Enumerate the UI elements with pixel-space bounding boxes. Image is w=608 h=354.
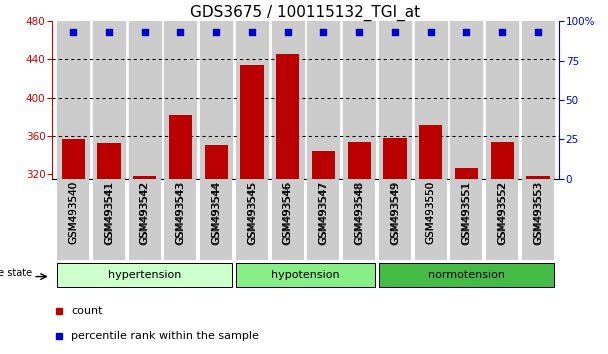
Text: GSM493540: GSM493540 (68, 181, 78, 244)
Bar (486, 21, 518, 179)
Text: count: count (71, 306, 103, 316)
Point (104, 29, 114, 35)
Bar (527, 176, 550, 179)
Bar (164, 179, 196, 260)
Text: GSM493553: GSM493553 (533, 181, 543, 244)
Text: GSM493541: GSM493541 (104, 181, 114, 245)
Bar (272, 21, 304, 179)
Text: GSM493545: GSM493545 (247, 181, 257, 244)
Text: GSM493552: GSM493552 (497, 181, 507, 244)
Bar (93, 21, 125, 179)
Bar (272, 179, 304, 260)
Text: GSM493543: GSM493543 (175, 181, 185, 244)
Text: GSM493547: GSM493547 (319, 181, 328, 245)
Bar (419, 125, 442, 179)
Text: GSM493551: GSM493551 (461, 181, 471, 245)
Bar (93, 179, 125, 260)
Bar (97, 143, 120, 179)
Bar (164, 21, 196, 179)
Bar (169, 115, 192, 179)
Bar (307, 179, 339, 260)
Text: GSM493544: GSM493544 (211, 181, 221, 245)
Text: GSM493543: GSM493543 (175, 181, 185, 245)
Text: normotension: normotension (428, 270, 505, 280)
Point (140, 29, 150, 35)
Bar (236, 179, 268, 260)
Text: GSM493550: GSM493550 (426, 181, 436, 244)
Bar (343, 21, 375, 179)
Text: GSM493548: GSM493548 (354, 181, 364, 245)
Bar (451, 179, 483, 260)
Text: hypotension: hypotension (271, 270, 340, 280)
Text: GSM493540: GSM493540 (68, 181, 78, 245)
Point (283, 29, 292, 35)
Bar (379, 263, 554, 287)
Point (176, 29, 185, 35)
Text: GSM493550: GSM493550 (426, 181, 436, 245)
Point (247, 29, 257, 35)
Bar (522, 179, 554, 260)
Bar (276, 54, 299, 179)
Point (319, 29, 328, 35)
Text: GSM493552: GSM493552 (497, 181, 507, 245)
Text: GSM493549: GSM493549 (390, 181, 400, 244)
Title: GDS3675 / 100115132_TGI_at: GDS3675 / 100115132_TGI_at (190, 5, 421, 21)
Bar (486, 179, 518, 260)
Text: GSM493545: GSM493545 (247, 181, 257, 245)
Text: GSM493553: GSM493553 (533, 181, 543, 245)
Bar (451, 21, 483, 179)
Text: GSM493542: GSM493542 (140, 181, 150, 245)
Bar (455, 168, 478, 179)
Text: disease state: disease state (0, 268, 32, 278)
Point (533, 29, 543, 35)
Point (390, 29, 400, 35)
Bar (383, 138, 407, 179)
Text: GSM493547: GSM493547 (319, 181, 328, 244)
Point (354, 29, 364, 35)
Bar (240, 65, 263, 179)
Point (211, 29, 221, 35)
Bar (379, 21, 411, 179)
Bar (236, 21, 268, 179)
Text: GSM493546: GSM493546 (283, 181, 292, 245)
Bar (491, 143, 514, 179)
Bar (348, 142, 371, 179)
Bar (236, 263, 375, 287)
Bar (200, 21, 232, 179)
Bar (415, 21, 447, 179)
Text: GSM493542: GSM493542 (140, 181, 150, 244)
Text: GSM493541: GSM493541 (104, 181, 114, 244)
Bar (312, 151, 335, 179)
Text: GSM493549: GSM493549 (390, 181, 400, 245)
Bar (204, 145, 228, 179)
Text: GSM493551: GSM493551 (461, 181, 471, 244)
Bar (307, 21, 339, 179)
Text: percentile rank within the sample: percentile rank within the sample (71, 331, 259, 341)
Point (461, 29, 471, 35)
Bar (522, 21, 554, 179)
Bar (133, 176, 156, 179)
Text: GSM493548: GSM493548 (354, 181, 364, 244)
Point (497, 29, 507, 35)
Bar (200, 179, 232, 260)
Bar (128, 179, 161, 260)
Bar (415, 179, 447, 260)
Bar (57, 179, 89, 260)
Bar (343, 179, 375, 260)
Text: hypertension: hypertension (108, 270, 181, 280)
Bar (61, 139, 85, 179)
Text: GSM493546: GSM493546 (283, 181, 292, 244)
Bar (379, 179, 411, 260)
Point (68, 29, 78, 35)
Point (426, 29, 435, 35)
Text: GSM493544: GSM493544 (211, 181, 221, 244)
Bar (57, 21, 89, 179)
Bar (128, 21, 161, 179)
Bar (57, 263, 232, 287)
